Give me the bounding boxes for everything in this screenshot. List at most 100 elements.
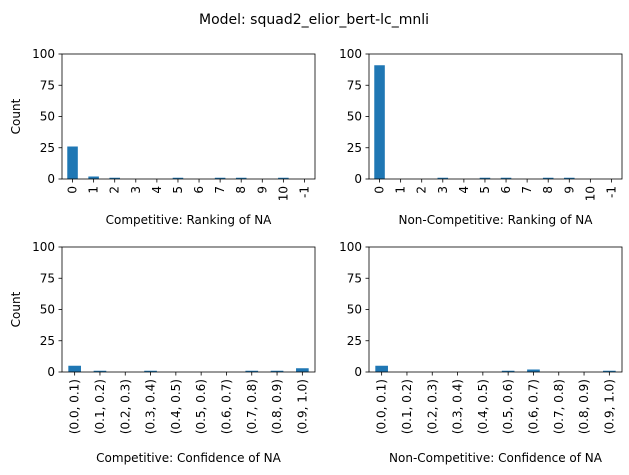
x-tick-label: (0.6, 0.7)	[219, 379, 233, 434]
x-tick-label: 0	[373, 186, 387, 194]
bar	[527, 369, 540, 372]
x-tick-label: (0.2, 0.3)	[425, 379, 439, 434]
x-tick-label: (0.3, 0.4)	[144, 379, 158, 434]
x-tick-label: (0.1, 0.2)	[400, 379, 414, 434]
x-tick-label: (0.8, 0.9)	[270, 379, 284, 434]
y-tick-label: 25	[347, 334, 362, 348]
y-tick-label: 0	[354, 172, 362, 186]
x-tick-label: (0.2, 0.3)	[118, 379, 132, 434]
bar	[296, 368, 309, 372]
bar	[172, 177, 184, 179]
x-tick-label: (0.5, 0.6)	[194, 379, 208, 434]
x-tick-label: 9	[255, 186, 269, 194]
x-tick-label: (0.3, 0.4)	[451, 379, 465, 434]
bar	[144, 370, 157, 372]
bar	[375, 365, 388, 372]
y-tick-label: 25	[347, 141, 362, 155]
x-tick-label: (0.5, 0.6)	[501, 379, 515, 434]
bar	[278, 177, 289, 179]
y-tick-label: 0	[354, 365, 362, 379]
x-tick-label: (0.4, 0.5)	[169, 379, 183, 434]
y-tick-label: 75	[347, 271, 362, 285]
x-tick-label: (0.0, 0.1)	[375, 379, 389, 434]
bar	[270, 370, 284, 372]
y-tick-label: 50	[40, 110, 55, 124]
x-tick-label: 2	[415, 186, 429, 194]
y-tick-label: 75	[347, 78, 362, 92]
bar	[67, 146, 78, 179]
x-tick-label: 7	[520, 186, 534, 194]
x-tick-label: 5	[171, 186, 185, 194]
y-axis-label: Count	[9, 291, 23, 327]
x-tick-label: (0.6, 0.7)	[526, 379, 540, 434]
bar	[500, 177, 512, 179]
bar	[564, 177, 575, 179]
y-tick-label: 100	[339, 240, 362, 254]
bar	[437, 177, 449, 179]
x-tick-label: 8	[234, 186, 248, 194]
bar	[93, 370, 107, 372]
y-tick-label: 50	[347, 303, 362, 317]
y-tick-label: 75	[40, 78, 55, 92]
x-tick-label: 10	[276, 186, 290, 201]
y-tick-label: 0	[47, 172, 55, 186]
y-tick-label: 100	[32, 47, 55, 61]
x-tick-label: 1	[394, 186, 408, 194]
x-tick-label: 6	[192, 186, 206, 194]
bar	[109, 177, 120, 179]
x-tick-label: 3	[129, 186, 143, 194]
x-tick-label: (0.9, 1.0)	[295, 379, 309, 434]
x-tick-label: (0.8, 0.9)	[577, 379, 591, 434]
bar	[235, 177, 247, 179]
x-tick-label: 5	[478, 186, 492, 194]
bar	[214, 177, 226, 179]
subplot-3: 0 25 50 75 100 (0.0, 0.1) (0.1, 0.2) (0.2, 0.3)…	[9, 240, 316, 465]
x-axis-label: Competitive: Confidence of NA	[96, 451, 281, 465]
bar	[245, 370, 259, 372]
bar	[603, 370, 616, 372]
x-tick-label: 4	[150, 186, 164, 194]
bar	[88, 176, 99, 179]
x-axis-label: Non-Competitive: Ranking of NA	[398, 213, 593, 227]
x-tick-label: 6	[499, 186, 513, 194]
y-axis-label: Count	[9, 98, 23, 134]
x-tick-label: (0.7, 0.8)	[245, 379, 259, 434]
x-tick-label: 4	[457, 186, 471, 194]
x-tick-label: 1	[87, 186, 101, 194]
figure-suptitle: Model: squad2_elior_bert-lc_mnli	[199, 12, 429, 28]
y-tick-label: 100	[339, 47, 362, 61]
bar	[479, 177, 491, 179]
y-tick-label: 100	[32, 240, 55, 254]
bar	[68, 365, 81, 372]
y-tick-label: 0	[47, 365, 55, 379]
x-tick-label: -1	[297, 186, 311, 198]
x-tick-label: (0.1, 0.2)	[93, 379, 107, 434]
x-tick-label: -1	[604, 186, 618, 198]
x-tick-label: 10	[583, 186, 597, 201]
x-tick-label: 9	[562, 186, 576, 194]
y-tick-label: 25	[40, 141, 55, 155]
y-tick-label: 50	[347, 110, 362, 124]
x-tick-label: 7	[213, 186, 227, 194]
x-axis-label: Competitive: Ranking of NA	[106, 213, 273, 227]
x-tick-label: (0.4, 0.5)	[476, 379, 490, 434]
y-tick-label: 25	[40, 334, 55, 348]
x-tick-label: (0.9, 1.0)	[602, 379, 616, 434]
subplot-4: 0 25 50 75 100 (0.0, 0.1) (0.1, 0.2) (0.2, 0.3)…	[339, 240, 623, 465]
x-tick-label: (0.7, 0.8)	[552, 379, 566, 434]
x-tick-label: 2	[108, 186, 122, 194]
x-axis-label: Non-Competitive: Confidence of NA	[389, 451, 603, 465]
y-tick-label: 75	[40, 271, 55, 285]
bar	[374, 65, 385, 179]
bar	[501, 370, 515, 372]
x-tick-label: 8	[541, 186, 555, 194]
x-tick-label: (0.0, 0.1)	[68, 379, 82, 434]
y-tick-label: 50	[40, 303, 55, 317]
bar	[542, 177, 554, 179]
x-tick-label: 3	[436, 186, 450, 194]
x-tick-label: 0	[66, 186, 80, 194]
